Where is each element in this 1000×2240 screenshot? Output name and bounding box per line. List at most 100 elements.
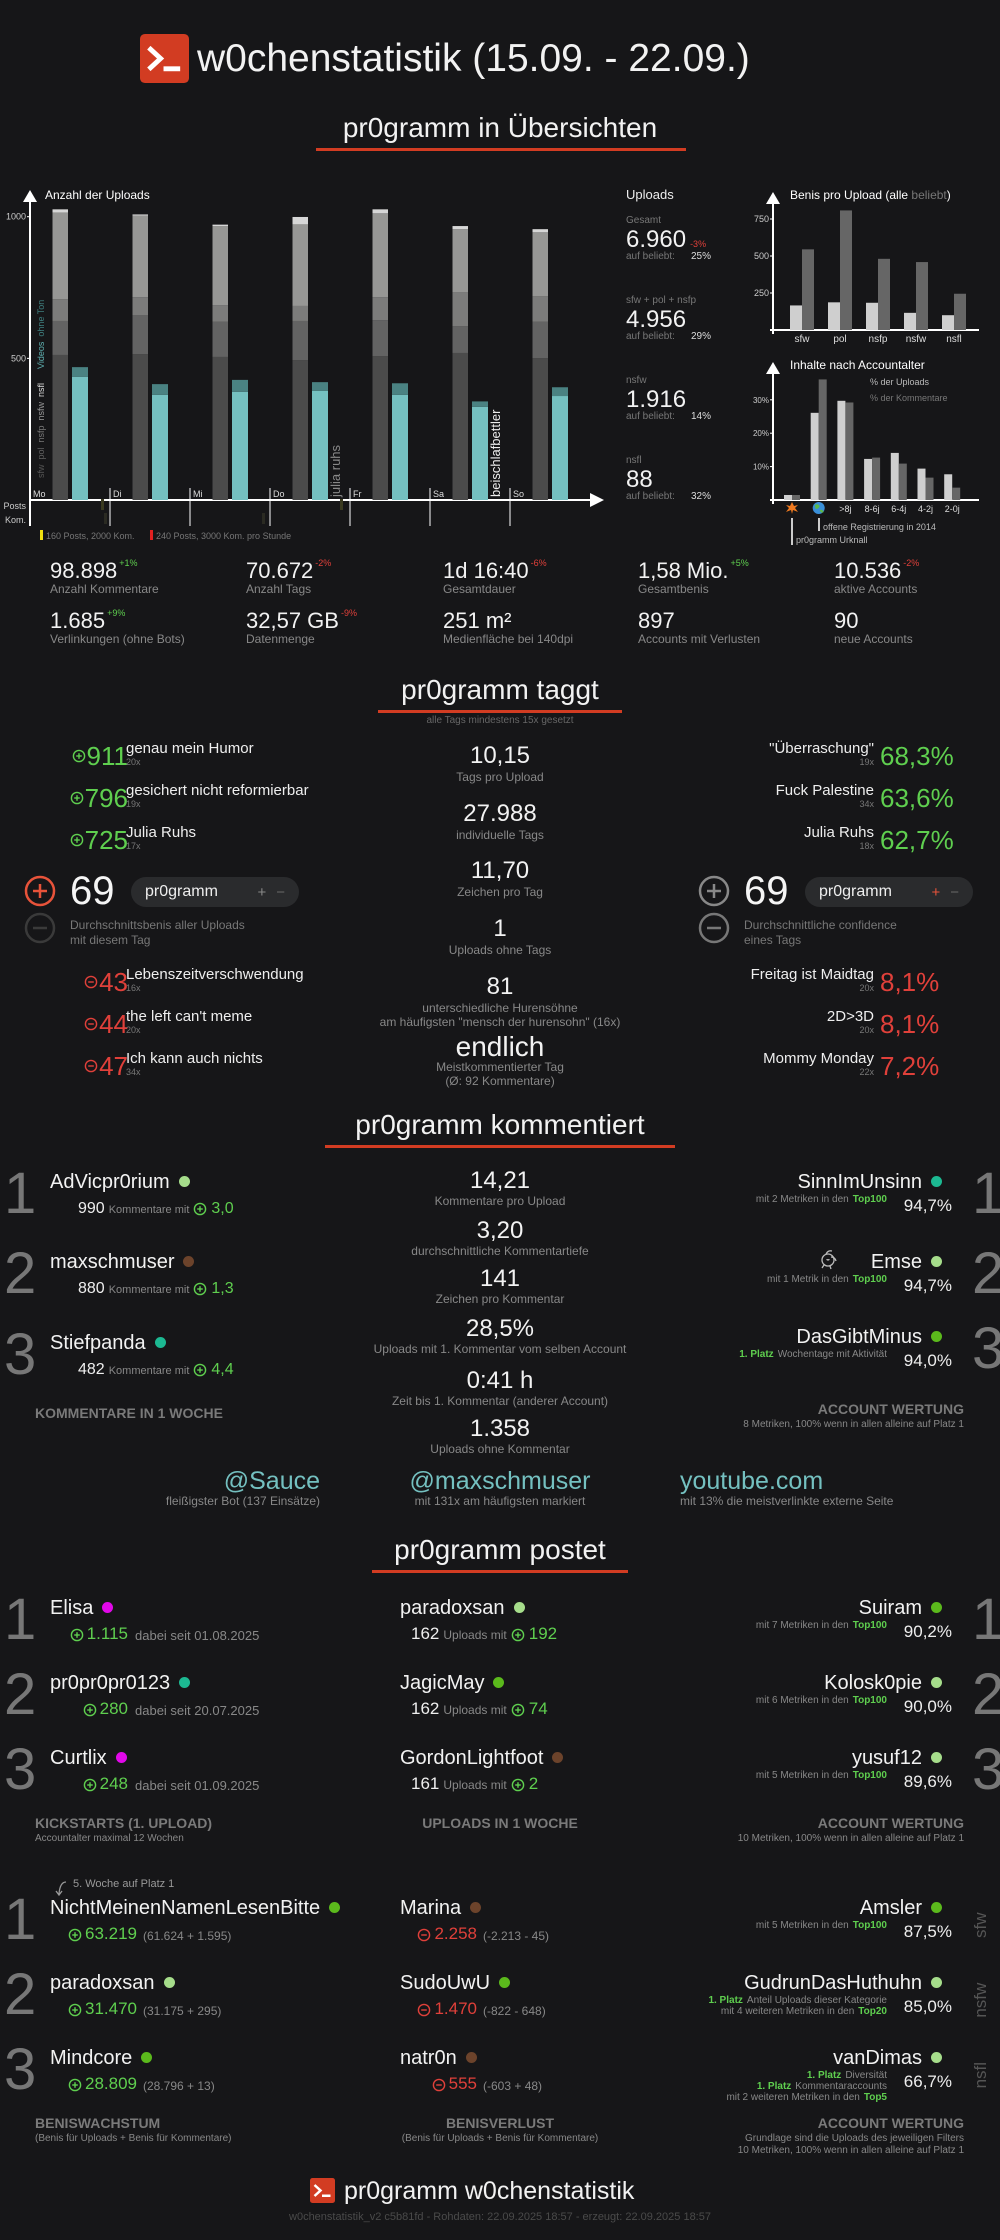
username[interactable]: Emse [870, 1250, 922, 1273]
username[interactable]: Amsler [859, 1896, 922, 1919]
username[interactable]: GordonLightfoot [400, 1746, 544, 1769]
bar-nsfl-So [532, 229, 548, 233]
ranking-note-text: mit 2 weiteren Metriken in den [726, 2091, 860, 2103]
tag-name[interactable]: genau mein Humor [126, 739, 254, 757]
kpi-change: -9% [340, 608, 357, 619]
bar-pol-Sa [452, 326, 468, 353]
ranking-note: mit 5 Metriken in den Top100 [756, 1770, 887, 1782]
vote-down-button[interactable] [698, 912, 730, 944]
uploads-chart-x-arrow [590, 493, 604, 507]
user-row: DasGibtMinus [796, 1325, 942, 1349]
username[interactable]: Mindcore [50, 2046, 133, 2069]
tag-name[interactable]: Lebenszeitverschwendung [126, 965, 304, 983]
username[interactable]: NichtMeinenNamenLesenBitte [50, 1896, 321, 1919]
bar-video-videos-Di [152, 394, 168, 500]
username[interactable]: paradoxsan [400, 1596, 505, 1619]
pr0gramm-logo-icon [140, 34, 189, 83]
user-rank-dot [183, 1256, 195, 1268]
username[interactable]: maxschmuser [50, 1250, 175, 1273]
comment-stat-value: 1.358 [469, 1415, 531, 1443]
highlight-link[interactable]: youtube.com [680, 1466, 824, 1495]
comment-stat-value: 14,21 [469, 1167, 531, 1195]
username[interactable]: pr0pr0pr0123 [50, 1671, 171, 1694]
user-row: paradoxsan [50, 1971, 175, 1995]
tag-count: 19x [859, 757, 874, 768]
tag-name[interactable]: the left can't meme [126, 1007, 253, 1025]
tag-name[interactable]: 2D>3D [826, 1007, 874, 1025]
vote-up-button[interactable] [24, 875, 56, 907]
ranking-note: mit 1 Metrik in den Top100 [767, 1274, 887, 1286]
tag-pill[interactable]: pr0gramm + − [131, 877, 299, 907]
tag-name[interactable]: Julia Ruhs [803, 823, 874, 841]
vote-down-button[interactable] [24, 912, 56, 944]
tag-stat-label: individuelle Tags [456, 827, 544, 842]
minus-circle-icon [417, 2003, 431, 2017]
bar-nsfp-Fr [372, 297, 388, 321]
y-tick-label: 500 [11, 353, 26, 363]
kpi-value-row: 10.536 -2% [834, 558, 919, 584]
username[interactable]: Stiefpanda [50, 1331, 146, 1354]
benis-detail: (28.796 + 13) [143, 2078, 215, 2093]
username[interactable]: Curtlix [50, 1746, 107, 1769]
username[interactable]: Kolosk0pie [824, 1671, 922, 1694]
user-row: JagicMay [400, 1671, 505, 1695]
kpi-label: Verlinkungen (ohne Bots) [50, 631, 185, 646]
widget-description: Durchschnittsbenis aller Uploads [70, 917, 245, 932]
user-row: SudoUwU [400, 1971, 511, 1995]
user-row: pr0pr0pr0123 [50, 1671, 191, 1695]
benis-detail: (61.624 + 1.595) [143, 1928, 232, 1943]
tag-pill[interactable]: pr0gramm + − [805, 877, 973, 907]
user-rank-dot [931, 1752, 942, 1764]
user-rank-dot [931, 1331, 942, 1343]
rank-number: 1 [4, 1161, 37, 1227]
page-title: w0chenstatistik (15.09. - 22.09.) [197, 36, 750, 80]
kpi-value: 1.685 [50, 608, 106, 634]
tag-name[interactable]: "Überraschung" [769, 739, 874, 757]
tag-pill-minus[interactable]: − [950, 883, 959, 901]
tag-pill-plus[interactable]: + [931, 883, 941, 901]
activity-mark [101, 499, 104, 510]
legend-comments: % der Kommentare [870, 393, 948, 403]
ranking-score: 66,7% [903, 2072, 952, 2092]
bar-nsfp-Sa [452, 292, 468, 327]
tag-count: 18x [859, 841, 874, 852]
tag-pill-minus[interactable]: − [276, 883, 285, 901]
username[interactable]: SinnImUnsinn [797, 1170, 922, 1193]
username[interactable]: paradoxsan [50, 1971, 155, 1994]
legend-video-1: ohne Ton [36, 300, 46, 337]
username[interactable]: JagicMay [400, 1671, 485, 1694]
kpi-value-row: 70.672 -2% [246, 558, 331, 584]
tag-name[interactable]: Fuck Palestine [775, 781, 874, 799]
username[interactable]: SudoUwU [400, 1971, 491, 1994]
tag-name[interactable]: Freitag ist Maidtag [750, 965, 874, 983]
rank-number: 2 [972, 1241, 1000, 1307]
bar-sfw-Sa [452, 352, 468, 500]
username[interactable]: natr0n [400, 2046, 457, 2069]
highlight-link[interactable]: @maxschmuser [409, 1466, 591, 1495]
username[interactable]: Elisa [50, 1596, 94, 1619]
tag-name[interactable]: Mommy Monday [763, 1049, 874, 1067]
username[interactable]: Suiram [858, 1596, 922, 1619]
username[interactable]: GudrunDasHuthuhn [744, 1971, 922, 1994]
username[interactable]: Marina [400, 1896, 462, 1919]
tag-name[interactable]: Ich kann auch nichts [126, 1049, 263, 1067]
kpi-value: 32,57 GB [246, 608, 339, 634]
highlight-label: mit 131x am häufigsten markiert [414, 1493, 586, 1508]
ranking-note-highlight: Top5 [863, 2091, 887, 2103]
username[interactable]: DasGibtMinus [796, 1325, 922, 1348]
section-heading-comments: pr0gramm kommentiert [355, 1109, 645, 1140]
username[interactable]: vanDimas [833, 2046, 922, 2069]
username[interactable]: AdVicpr0rium [50, 1170, 170, 1193]
highlight-link[interactable]: @Sauce [223, 1466, 320, 1495]
tag-pill-plus[interactable]: + [257, 883, 267, 901]
tag-name[interactable]: gesichert nicht reformierbar [126, 781, 309, 799]
username[interactable]: yusuf12 [851, 1746, 922, 1769]
user-row: GudrunDasHuthuhn [744, 1971, 942, 1995]
legend-pol: pol [36, 447, 46, 459]
tag-name[interactable]: Julia Ruhs [126, 823, 197, 841]
ranking-note-text: Diversität [845, 2069, 887, 2081]
day-label: Sa [433, 489, 444, 499]
vote-up-button[interactable] [698, 875, 730, 907]
tag-stat-value: 81 [486, 973, 514, 1001]
popular-label: auf beliebt: [626, 330, 675, 342]
